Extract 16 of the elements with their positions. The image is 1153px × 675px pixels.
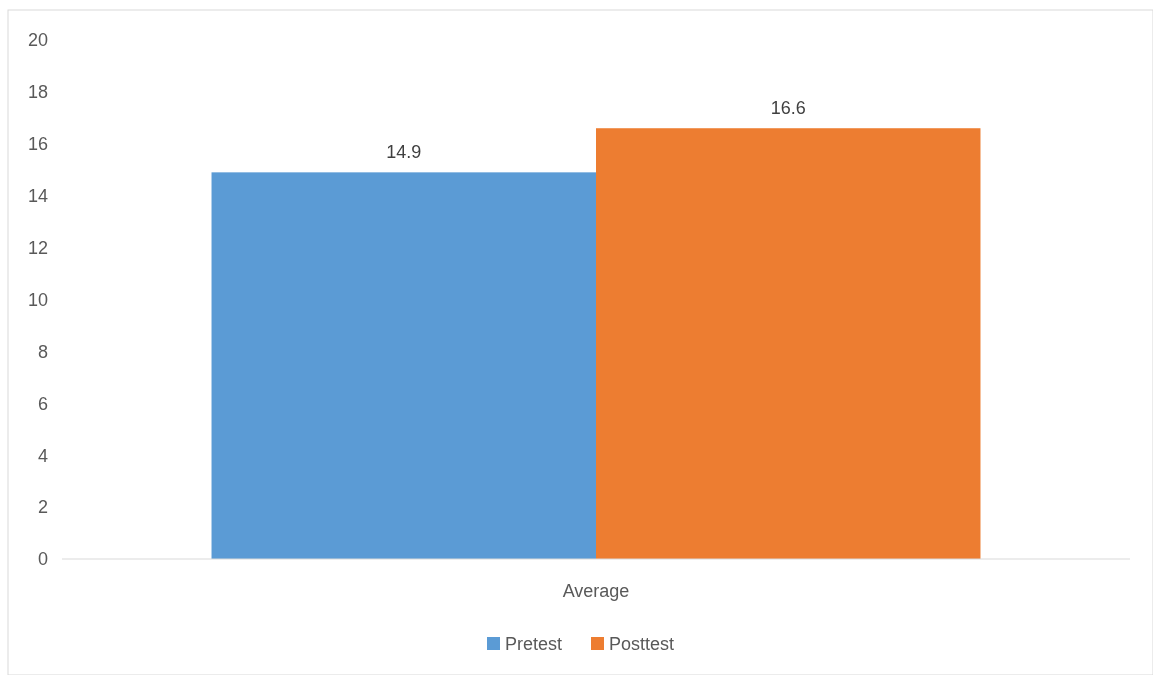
- x-tick-label: Average: [562, 581, 630, 601]
- y-tick-label: 16: [27, 134, 48, 155]
- y-tick-label: 10: [27, 289, 48, 310]
- y-tick-label: 14: [27, 186, 48, 206]
- y-tick-label: 8: [37, 341, 48, 362]
- y-tick-label: 20: [27, 30, 48, 51]
- y-tick-label: 12: [27, 237, 48, 258]
- y-tick-label: 6: [37, 393, 48, 414]
- legend-label: Pretest: [505, 634, 563, 655]
- y-tick-label: 4: [37, 445, 48, 466]
- data-label: 16.6: [770, 98, 806, 119]
- data-label: 14.9: [386, 142, 422, 163]
- y-tick-label: 0: [37, 549, 48, 570]
- y-tick-label: 2: [37, 497, 48, 518]
- legend-label: Posttest: [609, 634, 675, 655]
- y-tick-label: 18: [27, 82, 48, 103]
